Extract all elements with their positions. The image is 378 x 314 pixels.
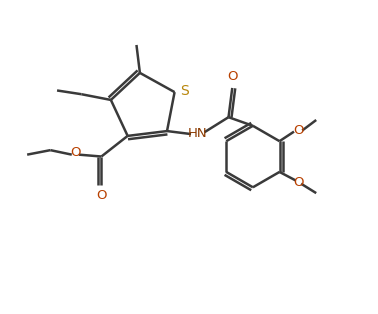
Text: O: O: [293, 176, 304, 189]
Text: O: O: [227, 70, 237, 84]
Text: O: O: [96, 189, 107, 202]
Text: O: O: [293, 124, 304, 137]
Text: S: S: [180, 84, 189, 98]
Text: O: O: [71, 146, 81, 159]
Text: HN: HN: [188, 127, 208, 140]
